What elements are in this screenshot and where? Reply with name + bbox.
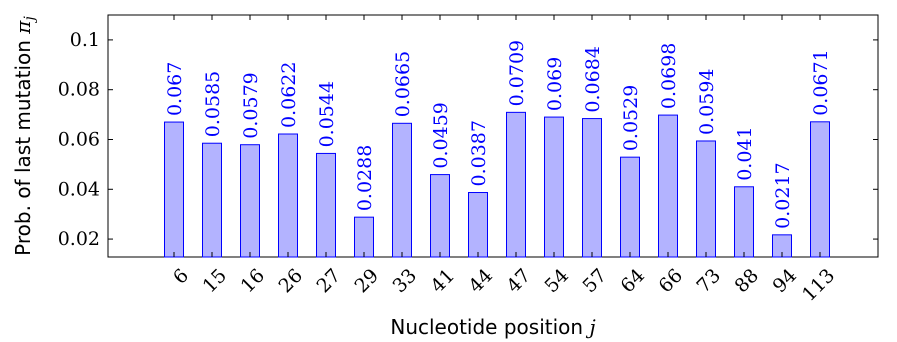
x-tick-label: 73 — [692, 265, 725, 298]
x-axis-title: Nucleotide position j — [390, 315, 595, 339]
data-label: 0.0529 — [620, 85, 642, 151]
x-tick-label: 47 — [502, 265, 535, 298]
data-label: 0.0594 — [696, 68, 718, 134]
bar — [734, 186, 754, 258]
bar — [810, 121, 830, 258]
data-label: 0.0217 — [772, 162, 794, 228]
data-label: 0.069 — [544, 57, 566, 111]
data-label: 0.0671 — [810, 49, 832, 115]
data-labels: 0.067 0.0585 0.0579 0.0622 0.0544 0.0288 0.066… — [164, 40, 832, 229]
y-axis: 0.02 0.04 0.06 0.08 0.1 — [58, 29, 878, 250]
y-tick-label: 0.08 — [58, 79, 100, 101]
bar — [202, 142, 222, 258]
bar — [658, 114, 678, 258]
data-label: 0.0288 — [354, 145, 376, 211]
x-tick-label: 44 — [464, 265, 497, 298]
bar — [240, 144, 260, 258]
bar — [278, 133, 298, 258]
bar — [316, 152, 336, 258]
bar — [392, 122, 412, 258]
data-label: 0.0459 — [430, 102, 452, 168]
x-tick-label: 33 — [388, 265, 421, 298]
y-tick-label: 0.1 — [70, 29, 100, 51]
bar — [582, 118, 602, 258]
bar — [544, 116, 564, 258]
bar — [430, 174, 450, 258]
bar — [506, 111, 526, 258]
y-axis-title: Prob. of last mutation πj — [11, 16, 38, 256]
x-tick-label: 57 — [578, 265, 611, 298]
plot-frame — [107, 14, 879, 258]
x-tick-label: 27 — [312, 265, 345, 298]
x-tick-label: 16 — [236, 265, 269, 298]
data-label: 0.0665 — [392, 51, 414, 117]
bar — [164, 121, 184, 258]
x-tick-label: 15 — [198, 265, 231, 298]
y-tick-label: 0.04 — [58, 178, 100, 200]
data-label: 0.067 — [164, 62, 186, 116]
data-label: 0.0684 — [582, 46, 604, 112]
bar — [620, 156, 640, 258]
x-tick-label: 29 — [350, 265, 383, 298]
data-label: 0.0585 — [202, 71, 224, 137]
x-tick-label: 54 — [540, 265, 573, 298]
x-tick-label: 26 — [274, 265, 307, 298]
x-tick-label: 113 — [798, 265, 839, 306]
data-label: 0.0622 — [278, 62, 300, 128]
bar — [696, 140, 716, 258]
data-label: 0.0387 — [468, 120, 490, 186]
x-tick-label: 6 — [169, 265, 193, 289]
y-tick-label: 0.02 — [58, 228, 100, 250]
x-tick-label: 66 — [654, 265, 687, 298]
x-tick-label: 64 — [616, 265, 649, 298]
data-label: 0.0709 — [506, 40, 528, 106]
bar — [468, 192, 488, 258]
y-tick-label: 0.06 — [58, 128, 100, 150]
x-tick-label: 41 — [426, 265, 459, 298]
data-label: 0.0544 — [316, 81, 338, 147]
data-label: 0.041 — [734, 126, 756, 180]
bars — [164, 111, 830, 258]
x-tick-label: 94 — [768, 265, 801, 298]
x-tick-label: 88 — [730, 265, 763, 298]
data-label: 0.0579 — [240, 72, 262, 138]
bar — [354, 216, 374, 258]
data-label: 0.0698 — [658, 43, 680, 109]
